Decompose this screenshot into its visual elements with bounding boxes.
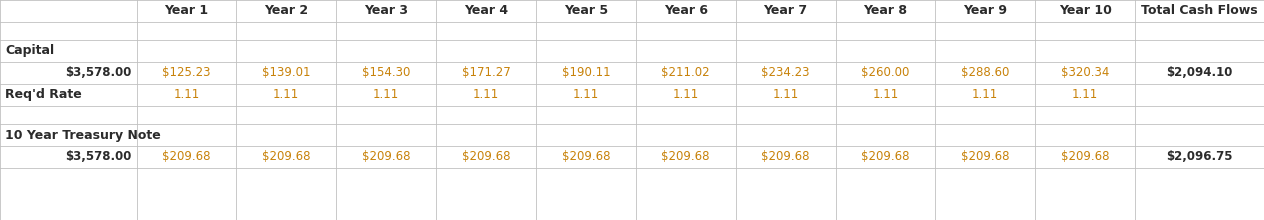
Text: $209.68: $209.68: [961, 150, 1010, 163]
Text: Year 8: Year 8: [863, 4, 908, 18]
Text: Year 5: Year 5: [564, 4, 608, 18]
Text: $2,096.75: $2,096.75: [1167, 150, 1232, 163]
Text: 1.11: 1.11: [872, 88, 899, 101]
Text: Year 9: Year 9: [963, 4, 1007, 18]
Text: Year 1: Year 1: [164, 4, 209, 18]
Text: $125.23: $125.23: [162, 66, 211, 79]
Text: $209.68: $209.68: [661, 150, 710, 163]
Text: $190.11: $190.11: [561, 66, 611, 79]
Text: $209.68: $209.68: [561, 150, 611, 163]
Text: $3,578.00: $3,578.00: [64, 150, 131, 163]
Text: Year 6: Year 6: [664, 4, 708, 18]
Text: $2,094.10: $2,094.10: [1167, 66, 1232, 79]
Text: Year 7: Year 7: [763, 4, 808, 18]
Text: 1.11: 1.11: [972, 88, 999, 101]
Text: $211.02: $211.02: [661, 66, 710, 79]
Text: 1.11: 1.11: [473, 88, 499, 101]
Text: $209.68: $209.68: [162, 150, 211, 163]
Text: 1.11: 1.11: [173, 88, 200, 101]
Text: $209.68: $209.68: [861, 150, 910, 163]
Text: $154.30: $154.30: [362, 66, 411, 79]
Text: $209.68: $209.68: [362, 150, 411, 163]
Text: $3,578.00: $3,578.00: [64, 66, 131, 79]
Text: 1.11: 1.11: [573, 88, 599, 101]
Text: Req'd Rate: Req'd Rate: [5, 88, 82, 101]
Text: $209.68: $209.68: [1060, 150, 1110, 163]
Text: $260.00: $260.00: [861, 66, 910, 79]
Text: 1.11: 1.11: [772, 88, 799, 101]
Text: 1.11: 1.11: [273, 88, 300, 101]
Text: 10 Year Treasury Note: 10 Year Treasury Note: [5, 128, 161, 141]
Text: $320.34: $320.34: [1060, 66, 1110, 79]
Text: 1.11: 1.11: [1072, 88, 1098, 101]
Text: $171.27: $171.27: [461, 66, 511, 79]
Text: $288.60: $288.60: [961, 66, 1010, 79]
Text: $209.68: $209.68: [262, 150, 311, 163]
Text: Capital: Capital: [5, 44, 54, 57]
Text: Year 4: Year 4: [464, 4, 508, 18]
Text: $139.01: $139.01: [262, 66, 311, 79]
Text: $234.23: $234.23: [761, 66, 810, 79]
Text: Year 2: Year 2: [264, 4, 308, 18]
Text: $209.68: $209.68: [461, 150, 511, 163]
Text: 1.11: 1.11: [672, 88, 699, 101]
Text: Year 3: Year 3: [364, 4, 408, 18]
Text: 1.11: 1.11: [373, 88, 399, 101]
Text: Total Cash Flows: Total Cash Flows: [1141, 4, 1258, 18]
Text: Year 10: Year 10: [1059, 4, 1111, 18]
Text: $209.68: $209.68: [761, 150, 810, 163]
